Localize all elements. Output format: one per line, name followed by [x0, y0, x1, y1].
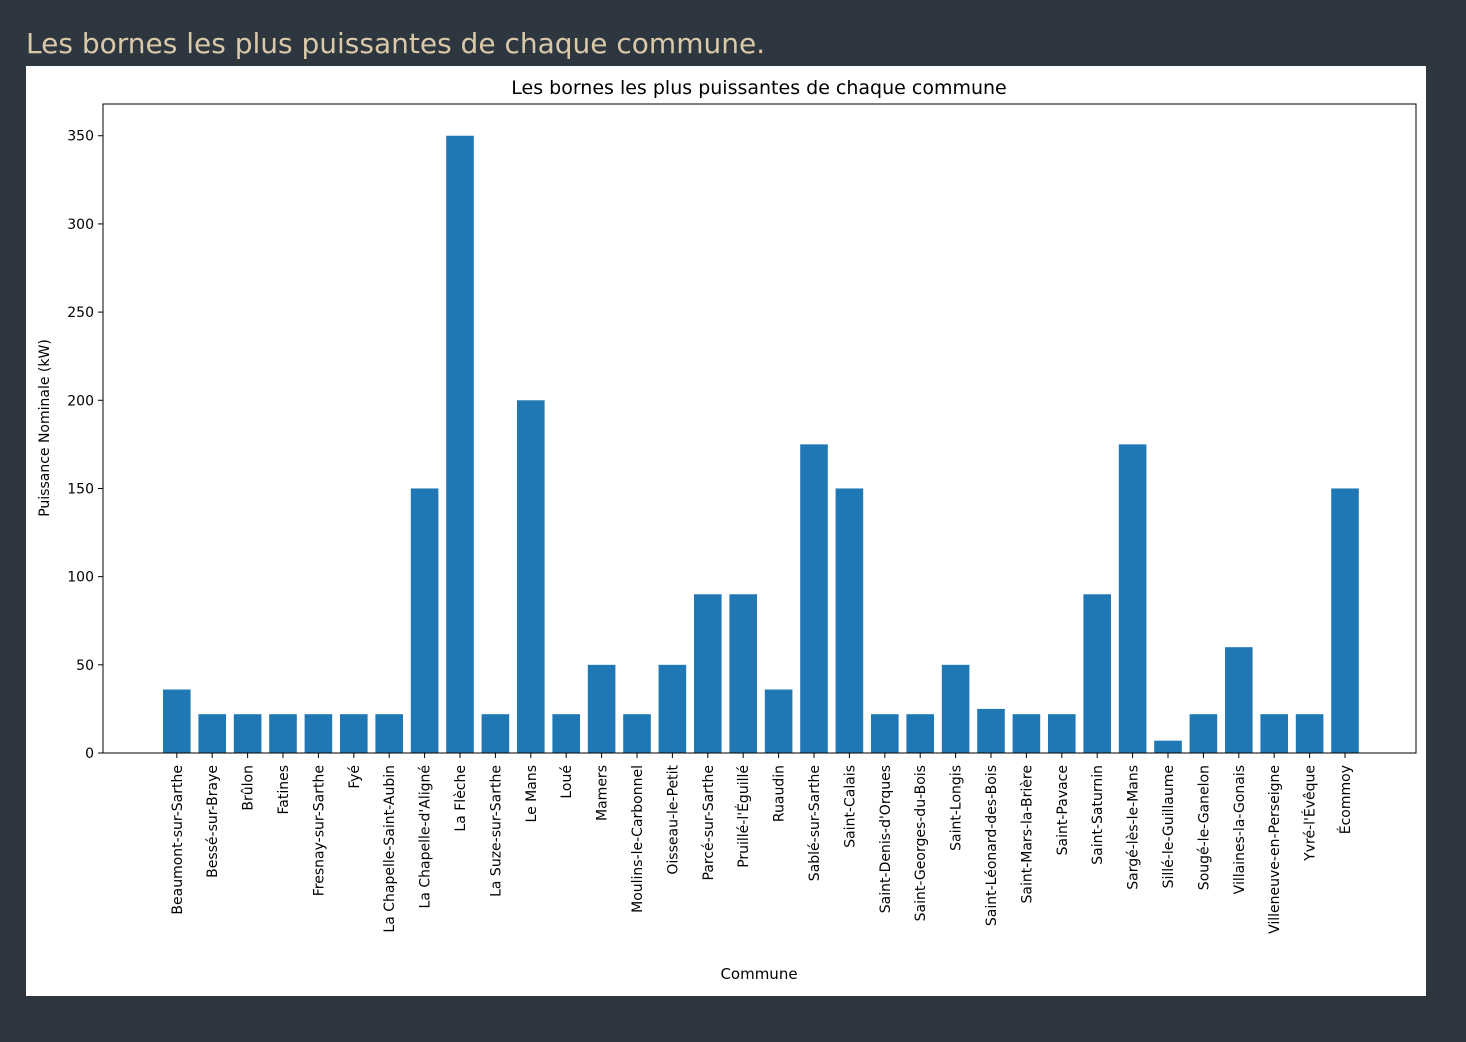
bar-12: [587, 664, 616, 753]
bar-7: [410, 488, 439, 753]
x-tick-label-30: Villaines-la-Gonais: [1232, 765, 1248, 894]
x-tick-label-14: Oisseau-le-Petit: [665, 764, 681, 874]
bar-27: [1118, 444, 1147, 753]
bar-5: [340, 714, 368, 753]
x-tick-label-24: Saint-Mars-la-Brière: [1019, 765, 1035, 903]
bar-33: [1331, 488, 1359, 753]
x-tick-label-17: Ruaudin: [772, 765, 788, 822]
bar-20: [871, 714, 899, 753]
bar-31: [1260, 714, 1288, 753]
x-tick-label-16: Pruillé-l'Éguillé: [735, 765, 752, 868]
y-tick-label-2: 100: [67, 570, 94, 586]
x-tick-label-18: Sablé-sur-Sarthe: [807, 765, 823, 881]
x-tick-label-19: Saint-Calais: [842, 765, 858, 848]
x-tick-label-9: La Suze-sur-Sarthe: [488, 765, 504, 897]
bar-4: [304, 714, 333, 753]
x-tick-label-12: Mamers: [595, 765, 611, 821]
x-tick-label-20: Saint-Denis-d'Orques: [878, 765, 894, 913]
bar-8: [446, 135, 474, 753]
x-tick-label-27: Sargé-lès-le-Mans: [1126, 765, 1142, 890]
x-tick-label-3: Fatines: [276, 765, 292, 815]
x-tick-label-5: Fyé: [347, 765, 363, 789]
bar-21: [906, 714, 934, 753]
x-tick-label-1: Bessé-sur-Braye: [205, 765, 221, 878]
bar-11: [552, 714, 580, 753]
x-axis-label: Commune: [720, 965, 797, 983]
page-heading: Les bornes les plus puissantes de chaque…: [26, 27, 766, 60]
y-tick-label-7: 350: [67, 129, 94, 145]
x-tick-label-31: Villeneuve-en-Perseigne: [1267, 765, 1283, 934]
bar-13: [623, 714, 651, 753]
bar-18: [800, 444, 828, 753]
x-tick-label-11: Loué: [559, 765, 575, 799]
plot-frame: [102, 103, 1417, 754]
x-tick-label-13: Moulins-le-Carbonnel: [630, 765, 646, 913]
y-tick-label-1: 50: [76, 658, 94, 674]
bar-1: [198, 714, 226, 753]
x-tick-label-4: Fresnay-sur-Sarthe: [311, 765, 327, 896]
bar-6: [375, 714, 403, 753]
x-tick-label-32: Yvré-l'Évêque: [1302, 765, 1319, 862]
bar-2: [233, 714, 262, 753]
x-tick-label-26: Saint-Saturnin: [1090, 765, 1106, 865]
bar-14: [658, 664, 687, 753]
bar-0: [163, 689, 191, 753]
y-tick-label-3: 150: [67, 481, 94, 497]
x-tick-label-22: Saint-Longis: [949, 765, 965, 851]
x-tick-label-2: Brûlon: [241, 765, 257, 811]
y-tick-label-0: 0: [85, 746, 94, 762]
bar-26: [1083, 594, 1111, 753]
x-tick-label-0: Beaumont-sur-Sarthe: [170, 765, 186, 915]
bar-32: [1295, 714, 1324, 753]
bar-9: [481, 714, 510, 753]
x-tick-label-15: Parcé-sur-Sarthe: [701, 765, 717, 880]
x-tick-label-7: La Chapelle-d'Aligné: [418, 765, 434, 908]
bar-23: [977, 708, 1005, 753]
bar-19: [835, 488, 864, 753]
chart-title: Les bornes les plus puissantes de chaque…: [511, 77, 1007, 99]
x-tick-label-6: La Chapelle-Saint-Aubin: [382, 765, 398, 933]
y-tick-label-4: 200: [67, 393, 94, 409]
bar-chart: Les bornes les plus puissantes de chaque…: [37, 77, 1417, 983]
bar-30: [1225, 647, 1253, 753]
bar-3: [269, 714, 297, 753]
y-axis-label: Puissance Nominale (kW): [37, 339, 53, 517]
x-tick-label-28: Sillé-le-Guillaume: [1161, 765, 1177, 888]
x-tick-label-21: Saint-Georges-du-Bois: [913, 765, 929, 921]
x-tick-label-33: Écommoy: [1337, 765, 1354, 834]
bar-17: [764, 689, 793, 753]
y-tick-label-5: 250: [67, 305, 94, 321]
y-tick-label-6: 300: [67, 217, 94, 233]
x-tick-label-29: Sougé-le-Ganelon: [1196, 765, 1212, 890]
bar-24: [1012, 714, 1041, 753]
bar-22: [941, 664, 970, 753]
bar-25: [1048, 714, 1076, 753]
bar-28: [1154, 740, 1182, 753]
bar-10: [517, 400, 545, 753]
x-tick-label-23: Saint-Léonard-des-Bois: [984, 765, 1000, 926]
x-tick-label-10: Le Mans: [524, 765, 540, 822]
bar-29: [1189, 714, 1218, 753]
x-tick-label-25: Saint-Pavace: [1055, 765, 1071, 855]
bar-15: [694, 594, 722, 753]
x-tick-label-8: La Flèche: [453, 765, 469, 832]
bar-16: [729, 594, 757, 753]
chart-figure: Les bornes les plus puissantes de chaque…: [26, 66, 1426, 996]
